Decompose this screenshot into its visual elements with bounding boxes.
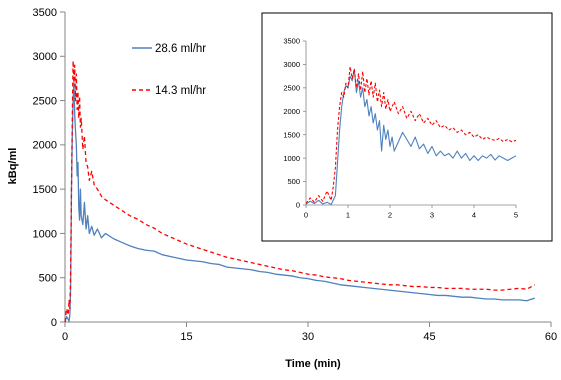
main-y-tick-label: 1500	[33, 184, 57, 196]
main-y-ticks: 0 500 1000 1500 2000 2500 3000 3500	[33, 7, 65, 329]
main-y-tick-label: 0	[51, 317, 57, 329]
inset-x-tick-label: 2	[388, 211, 392, 220]
inset-y-tick-label: 3000	[283, 60, 300, 69]
inset-chart: 0 500 1000 1500 2000 2500 3000 3500 0 1 2 3 4 5	[261, 12, 553, 242]
legend-label-28-6: 28.6 ml/hr	[155, 43, 206, 55]
legend-entry-14-3: 14.3 ml/hr	[132, 85, 206, 97]
inset-y-tick-label: 1500	[283, 130, 300, 139]
y-axis-title: kBq/ml	[7, 148, 19, 185]
legend-entry-28-6: 28.6 ml/hr	[132, 43, 206, 55]
main-y-tick-label: 1000	[33, 228, 57, 240]
main-x-tick-label: 0	[62, 331, 68, 343]
inset-y-tick-label: 500	[287, 177, 300, 186]
main-y-tick-label: 500	[39, 273, 57, 285]
main-series-line-14-3	[64, 60, 536, 323]
inset-series-line-28-6	[305, 68, 517, 206]
inset-x-tick-label: 5	[514, 211, 518, 220]
inset-frame	[261, 12, 553, 242]
main-y-tick-label: 3500	[33, 7, 57, 19]
inset-y-tick-label: 2500	[283, 83, 300, 92]
main-y-tick-label: 2000	[33, 140, 57, 152]
inset-x-tick-label: 3	[430, 211, 434, 220]
main-x-ticks: 0 15 30 45 60	[62, 322, 557, 343]
inset-y-ticks: 0 500 1000 1500 2000 2500 3000 3500	[283, 37, 306, 210]
legend: 28.6 ml/hr 14.3 ml/hr	[132, 43, 206, 97]
x-axis-title: Time (min)	[285, 358, 341, 370]
inset-x-tick-label: 4	[472, 211, 476, 220]
main-y-tick-label: 3000	[33, 51, 57, 63]
inset-series-group	[305, 66, 517, 206]
inset-y-tick-label: 1000	[283, 154, 300, 163]
main-series-line-28-6	[64, 82, 536, 323]
inset-y-tick-label: 0	[296, 201, 300, 210]
legend-label-14-3: 14.3 ml/hr	[155, 85, 206, 97]
main-x-tick-label: 15	[180, 331, 192, 343]
inset-y-tick-label: 3500	[283, 37, 300, 46]
inset-x-tick-label: 0	[304, 211, 308, 220]
inset-x-tick-label: 1	[346, 211, 350, 220]
inset-y-tick-label: 2000	[283, 107, 300, 116]
inset-x-ticks: 0 1 2 3 4 5	[304, 205, 518, 220]
inset-series-line-14-3	[305, 66, 517, 204]
main-x-tick-label: 60	[545, 331, 557, 343]
main-x-tick-label: 45	[423, 331, 435, 343]
main-x-tick-label: 30	[302, 331, 314, 343]
main-y-tick-label: 2500	[33, 95, 57, 107]
main-series-group	[64, 60, 536, 323]
